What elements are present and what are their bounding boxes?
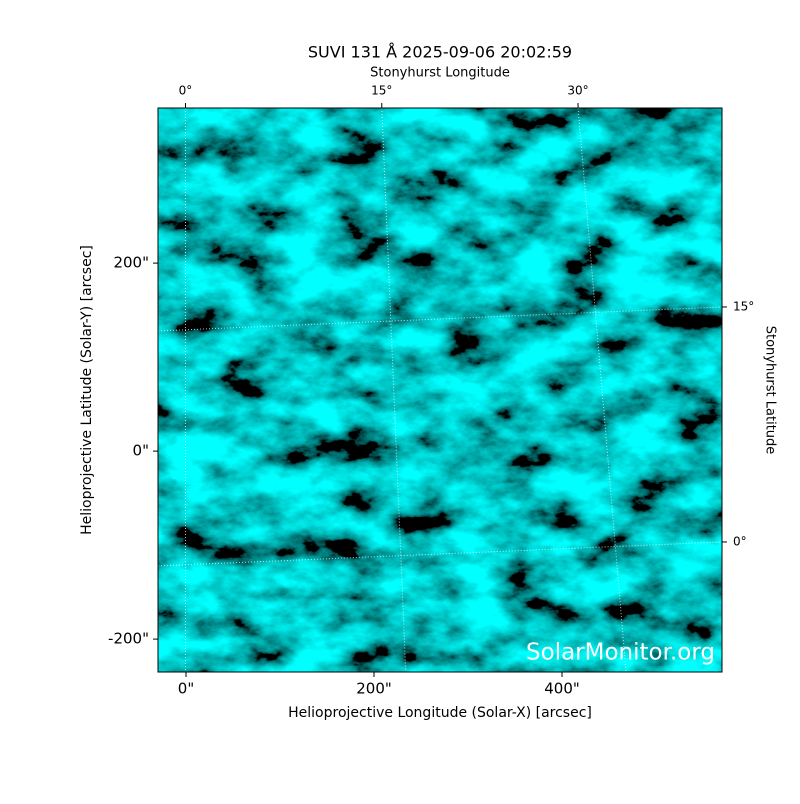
y-tick-label: -200" (108, 630, 149, 648)
y2-axis-label: Stonyhurst Latitude (763, 326, 778, 455)
latitude-grid-line (158, 306, 722, 332)
x2-axis-label: Stonyhurst Longitude (370, 66, 510, 81)
x2-tick-label: 15° (371, 84, 392, 98)
x-tick-label: 400" (544, 680, 580, 698)
x-tick-label: 200" (356, 680, 392, 698)
latitude-grid-line (158, 541, 722, 567)
chart-title: SUVI 131 Å 2025-09-06 20:02:59 (308, 43, 572, 62)
longitude-grid-line (577, 108, 627, 672)
watermark: SolarMonitor.org (526, 640, 715, 666)
y-tick-label: 200" (113, 254, 149, 272)
x-tick-label: 0" (178, 680, 194, 698)
x2-tick-label: 0° (179, 84, 193, 98)
y-tick-label: 0" (133, 442, 149, 460)
longitude-grid-line (381, 108, 407, 672)
x-axis-label: Helioprojective Longitude (Solar-X) [arc… (288, 705, 592, 721)
y-axis-label: Helioprojective Latitude (Solar-Y) [arcs… (79, 245, 95, 535)
x2-tick-label: 30° (567, 84, 588, 98)
y2-tick-label: 15° (733, 299, 754, 313)
y2-tick-label: 0° (733, 534, 747, 548)
axes-frame (157, 107, 723, 673)
solar-image (158, 108, 722, 672)
